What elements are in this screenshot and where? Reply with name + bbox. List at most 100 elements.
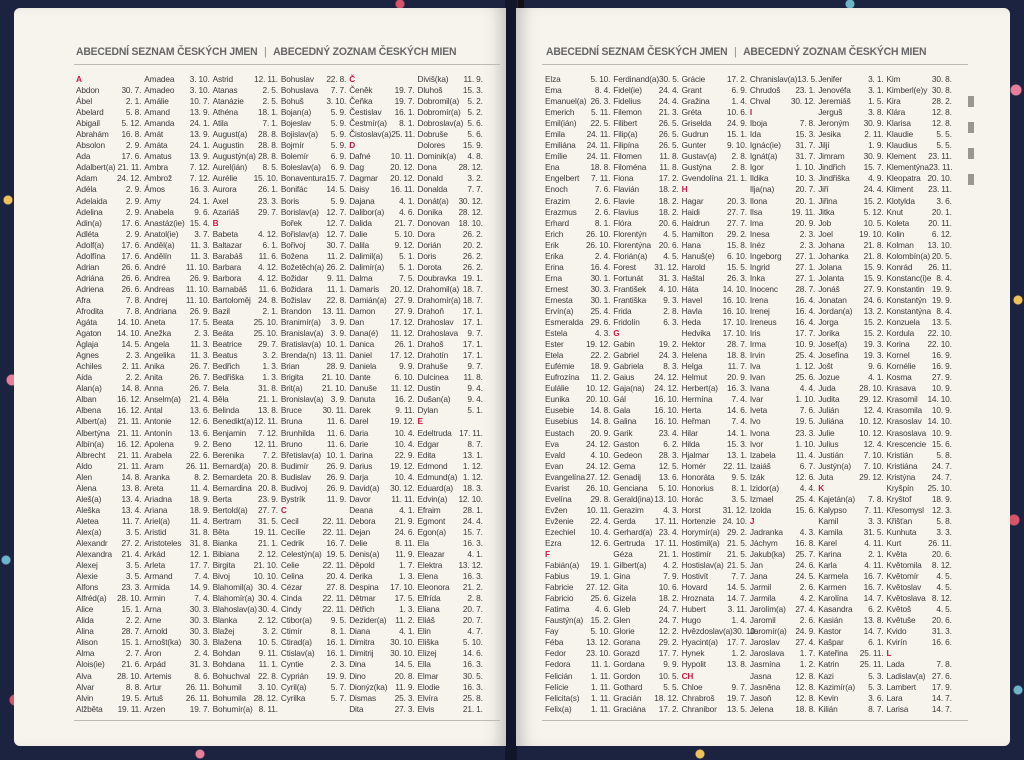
name-entry: Brian 28. 9. bbox=[281, 361, 349, 372]
name-entry: Absolon 2. 9. bbox=[76, 140, 144, 151]
name-entry: Felicita(s) 1. 11. bbox=[545, 693, 613, 704]
name: Blahoslav(a) bbox=[212, 604, 257, 615]
name-entry: Ámos 16. 3. bbox=[144, 184, 212, 195]
name: Gabin bbox=[613, 339, 635, 350]
thumb-index-tab[interactable] bbox=[968, 148, 974, 159]
name: Albena bbox=[76, 405, 101, 416]
name: Bořek bbox=[280, 217, 302, 228]
name: Ima bbox=[749, 217, 764, 228]
name-day-date: 15. 7. bbox=[462, 526, 483, 537]
name-entry: Kolman 13. 10. bbox=[886, 240, 954, 251]
name-entry: Gabriela 8. 3. bbox=[613, 361, 681, 372]
name-day-date: 11. 4. bbox=[190, 482, 210, 493]
name-day-date: 7. 4. bbox=[731, 416, 747, 427]
name: Ester bbox=[545, 339, 564, 350]
name: Amy bbox=[144, 195, 161, 206]
name-entry: Bela 31. 8. bbox=[213, 383, 281, 394]
thumb-index-tab[interactable] bbox=[968, 174, 974, 185]
name-entry: Hilda 15. 3. bbox=[682, 439, 750, 450]
name-entry: Boleslav(a) 6. 9. bbox=[281, 162, 349, 173]
name: Griselda bbox=[681, 118, 712, 129]
name: Dora bbox=[417, 228, 435, 239]
name-day-date: 31. 3. bbox=[189, 659, 210, 670]
name: Heda bbox=[681, 317, 701, 328]
name-entry: Ivo 19. 5. bbox=[750, 416, 818, 427]
name-day-date: 18. 2. bbox=[658, 593, 679, 604]
name: Andrea bbox=[144, 272, 171, 283]
name: Drahotín bbox=[417, 350, 449, 361]
name: Dluhoš bbox=[417, 85, 443, 96]
name-day-date: 11. 6. bbox=[326, 427, 347, 438]
name-day-date: 24. 12. bbox=[654, 383, 679, 394]
name: Fedora bbox=[545, 659, 571, 670]
name-day-date: 26. 2. bbox=[462, 261, 483, 272]
name-entry: Homér 22. 11. bbox=[682, 461, 750, 472]
name: Fridolín bbox=[613, 317, 640, 328]
name-day-date: 24. 4. bbox=[462, 515, 483, 526]
name: Irena bbox=[749, 294, 769, 305]
name: Babeta bbox=[212, 228, 239, 239]
name-entry: Felix(a) 1. 11. bbox=[545, 704, 613, 715]
name-day-date: 19. 7. bbox=[189, 703, 210, 714]
name-day-date: 20. 8. bbox=[394, 670, 415, 681]
name: Justián bbox=[818, 449, 844, 460]
name-day-date: 14. 10. bbox=[116, 328, 142, 339]
name-day-date: 19. 2. bbox=[658, 339, 679, 350]
name-day-date: 4. 5. bbox=[663, 228, 679, 239]
name-day-date: 15. 10. bbox=[253, 173, 278, 184]
thumb-index-tab[interactable] bbox=[968, 96, 974, 107]
name: Budislav bbox=[280, 471, 312, 482]
name: David(a) bbox=[349, 482, 380, 493]
name-entry: Irena 16. 4. bbox=[750, 295, 818, 306]
name-entry: Iris 17. 7. bbox=[750, 328, 818, 339]
name-day-date: 15. 6. bbox=[795, 504, 816, 515]
name: Barabáš bbox=[212, 250, 243, 261]
name: Kateřina bbox=[818, 648, 848, 659]
name-entry: Horymír(a) 29. 2. bbox=[682, 527, 750, 538]
name-day-date: 26. 7. bbox=[189, 361, 210, 372]
name-entry: Genciana 5. 10. bbox=[613, 483, 681, 494]
name-entry: Krasomil 14. 10. bbox=[886, 394, 954, 405]
name-entry: Ilja(na) 20. 7. bbox=[750, 184, 818, 195]
name-entry: Gražina 1. 4. bbox=[682, 96, 750, 107]
name-day-date: 27. 7. bbox=[727, 206, 747, 217]
name-day-date: 24. 1. bbox=[189, 118, 210, 129]
name: Deana bbox=[349, 504, 373, 515]
name: Erina bbox=[545, 261, 564, 272]
name: Egon(a) bbox=[417, 526, 446, 537]
name: Klement bbox=[886, 151, 916, 162]
name-entry: Aranka 8. 2. bbox=[144, 472, 212, 483]
name: Despina bbox=[349, 582, 379, 593]
name-entry: Josef(a) 19. 3. bbox=[818, 339, 886, 350]
name-day-date: 4. 5. bbox=[936, 571, 952, 582]
name-day-date: 7. 12. bbox=[189, 173, 210, 184]
name-day-date: 31. 3. bbox=[658, 272, 679, 283]
name-day-date: 18. 8. bbox=[590, 162, 611, 173]
name-entry: Hamilton 29. 2. bbox=[682, 229, 750, 240]
name: Krasava bbox=[886, 383, 916, 394]
name: Emila bbox=[545, 129, 565, 140]
name: Cyprián bbox=[280, 670, 309, 681]
name-day-date: 22. 9. bbox=[394, 449, 415, 460]
name-day-date: 28. 7. bbox=[121, 626, 142, 637]
name-day-date: 10. 4. bbox=[394, 438, 415, 449]
name: Brandon bbox=[280, 305, 312, 316]
name-entry: Ingeborg 27. 1. bbox=[750, 251, 818, 262]
name-entry: Jitka 5. 12. bbox=[818, 207, 886, 218]
name-entry: Darie 10. 4. bbox=[349, 439, 417, 450]
name-entry: Bohuslav 22. 8. bbox=[281, 74, 349, 85]
thumb-index-tab[interactable] bbox=[968, 122, 974, 133]
name-entry: Ambra 7. 12. bbox=[144, 162, 212, 173]
name-entry: Egmont 24. 4. bbox=[417, 516, 485, 527]
letter-heading: A bbox=[76, 74, 82, 84]
name-day-date: 10. 5. bbox=[863, 217, 884, 228]
name-day-date: 26. 9. bbox=[326, 471, 347, 482]
name-day-date: 3. 6. bbox=[868, 692, 884, 703]
name-day-date: 5. 8. bbox=[125, 107, 142, 118]
letter-heading: K bbox=[818, 482, 825, 493]
name: Izabela bbox=[749, 449, 776, 460]
name: Ladislav(a) bbox=[886, 670, 926, 681]
name: Fabián(a) bbox=[545, 560, 580, 571]
name-entry: Flavius 18. 2. bbox=[613, 207, 681, 218]
name-day-date: 5. 10. bbox=[394, 228, 415, 239]
